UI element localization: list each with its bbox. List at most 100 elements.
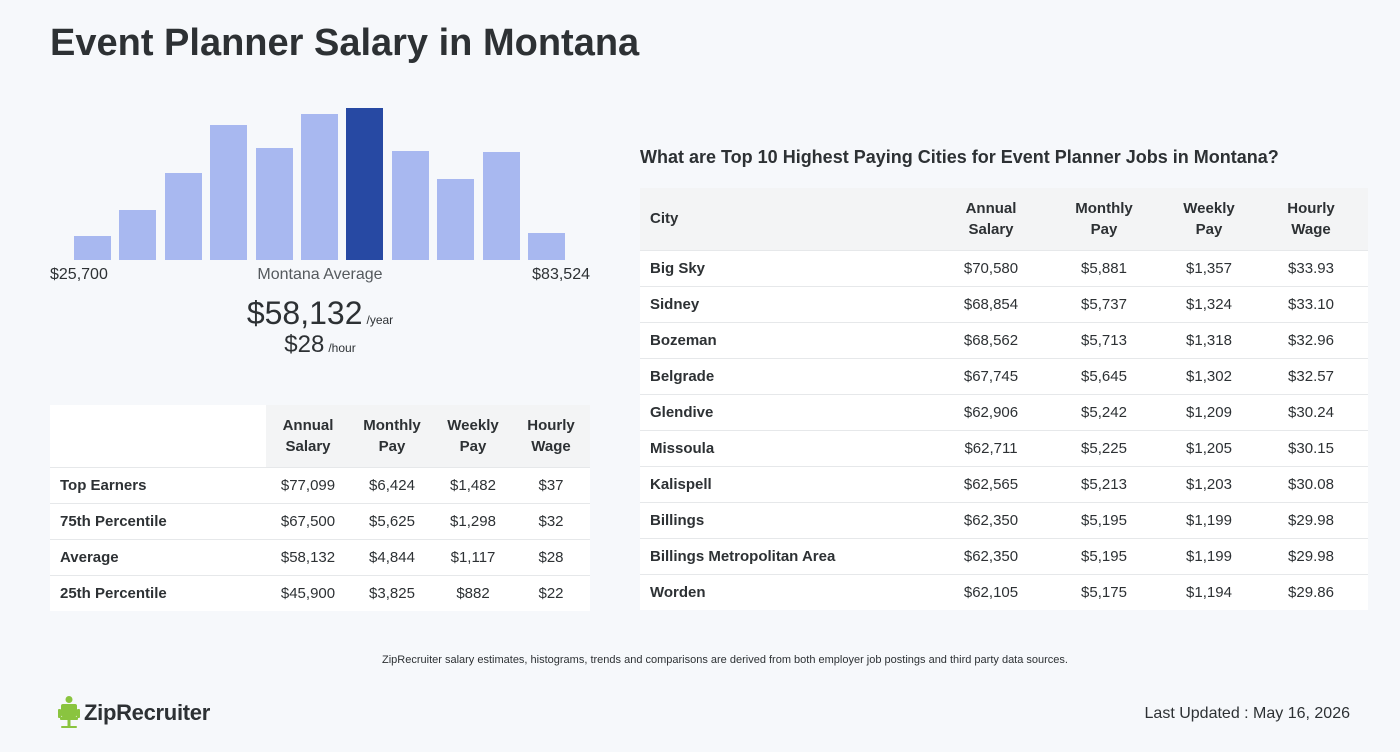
- cell-value: $5,713: [1044, 321, 1164, 358]
- histogram-bar: [391, 151, 429, 260]
- city-row: Worden $62,105 $5,175 $1,194 $29.86: [640, 573, 1368, 610]
- cell-value: $1,203: [1164, 465, 1254, 502]
- row-label: Average: [50, 538, 266, 575]
- city-row: Billings Metropolitan Area $62,350 $5,195 $…: [640, 537, 1368, 574]
- city-row: Glendive $62,906 $5,242 $1,209 $30.24: [640, 393, 1368, 430]
- cell-value: $1,324: [1164, 285, 1254, 322]
- city-row: Belgrade $67,745 $5,645 $1,302 $32.57: [640, 357, 1368, 394]
- histogram-min-label: $25,700: [50, 266, 108, 283]
- cell-value: $3,825: [350, 574, 434, 611]
- hourly-wage-value: $28: [284, 331, 325, 358]
- cell-value: $62,711: [938, 429, 1044, 466]
- cell-value: $30.24: [1254, 393, 1368, 430]
- salary-histogram: [50, 100, 590, 260]
- top-cities-table: City Annual Salary Monthly Pay Weekly Pa…: [640, 188, 1368, 610]
- cell-value: $68,562: [938, 321, 1044, 358]
- cell-value: $882: [434, 574, 512, 611]
- cell-value: $32.96: [1254, 321, 1368, 358]
- header-city: City: [640, 188, 938, 250]
- hourly-unit: /hour: [328, 341, 356, 355]
- cell-value: $5,195: [1044, 501, 1164, 538]
- cell-value: $28: [512, 538, 590, 575]
- city-row: Kalispell $62,565 $5,213 $1,203 $30.08: [640, 465, 1368, 502]
- top-cities-title: What are Top 10 Highest Paying Cities fo…: [640, 147, 1279, 167]
- cell-value: $1,199: [1164, 537, 1254, 574]
- row-label: Top Earners: [50, 466, 266, 503]
- cell-value: $1,482: [434, 466, 512, 503]
- cell-value: $6,424: [350, 466, 434, 503]
- page-title: Event Planner Salary in Montana: [50, 22, 640, 64]
- header-monthly-pay: Monthly Pay: [350, 405, 434, 467]
- header-annual-salary: Annual Salary: [266, 405, 350, 467]
- city-row: Sidney $68,854 $5,737 $1,324 $33.10: [640, 285, 1368, 322]
- cell-value: $37: [512, 466, 590, 503]
- histogram-bar: [74, 236, 111, 260]
- cell-value: $1,302: [1164, 357, 1254, 394]
- city-row: Missoula $62,711 $5,225 $1,205 $30.15: [640, 429, 1368, 466]
- cell-value: $5,213: [1044, 465, 1164, 502]
- cell-value: $62,350: [938, 501, 1044, 538]
- histogram-bar: [528, 233, 565, 260]
- cell-value: $1,209: [1164, 393, 1254, 430]
- cell-value: $1,194: [1164, 573, 1254, 610]
- header-annual-salary: Annual Salary: [938, 188, 1044, 250]
- cell-value: $22: [512, 574, 590, 611]
- cell-value: $33.93: [1254, 249, 1368, 286]
- percentile-table-header: Annual Salary Monthly Pay Weekly Pay Hou…: [50, 405, 590, 467]
- percentile-row: Average $58,132 $4,844 $1,117 $28: [50, 538, 590, 575]
- header-hourly-wage: Hourly Wage: [512, 405, 590, 467]
- percentile-table: Annual Salary Monthly Pay Weekly Pay Hou…: [50, 405, 590, 611]
- cell-value: $1,357: [1164, 249, 1254, 286]
- cell-value: $77,099: [266, 466, 350, 503]
- histogram-max-label: $83,524: [532, 266, 590, 283]
- header-blank: [50, 405, 266, 467]
- header-weekly-pay: Weekly Pay: [1164, 188, 1254, 250]
- annual-salary-value: $58,132: [246, 295, 363, 331]
- cell-value: $5,195: [1044, 537, 1164, 574]
- cell-value: $5,225: [1044, 429, 1164, 466]
- cell-value: $32.57: [1254, 357, 1368, 394]
- cell-value: $32: [512, 502, 590, 539]
- percentile-row: Top Earners $77,099 $6,424 $1,482 $37: [50, 466, 590, 503]
- cell-value: $5,175: [1044, 573, 1164, 610]
- cell-value: $29.86: [1254, 573, 1368, 610]
- city-row: Big Sky $70,580 $5,881 $1,357 $33.93: [640, 249, 1368, 286]
- histogram-bar: [164, 173, 202, 260]
- cell-value: $62,906: [938, 393, 1044, 430]
- city-name: Bozeman: [640, 321, 938, 358]
- cell-value: $68,854: [938, 285, 1044, 322]
- histogram-bar-average: [346, 108, 384, 260]
- cell-value: $45,900: [266, 574, 350, 611]
- cell-value: $5,645: [1044, 357, 1164, 394]
- cell-value: $30.08: [1254, 465, 1368, 502]
- cell-value: $5,625: [350, 502, 434, 539]
- histogram-bar: [482, 152, 520, 260]
- percentile-row: 25th Percentile $45,900 $3,825 $882 $22: [50, 574, 590, 611]
- city-row: Bozeman $68,562 $5,713 $1,318 $32.96: [640, 321, 1368, 358]
- cell-value: $5,881: [1044, 249, 1164, 286]
- row-label: 75th Percentile: [50, 502, 266, 539]
- top-cities-table-header: City Annual Salary Monthly Pay Weekly Pa…: [640, 188, 1368, 250]
- city-name: Billings: [640, 501, 938, 538]
- average-annual-salary: $58,132/year: [50, 295, 590, 332]
- header-monthly-pay: Monthly Pay: [1044, 188, 1164, 250]
- cell-value: $1,117: [434, 538, 512, 575]
- logo-text: ZipRecruiter: [84, 700, 210, 725]
- city-name: Kalispell: [640, 465, 938, 502]
- cell-value: $5,242: [1044, 393, 1164, 430]
- cell-value: $67,500: [266, 502, 350, 539]
- average-hourly-wage: $28/hour: [50, 331, 590, 359]
- ziprecruiter-logo[interactable]: ZipRecruiter: [58, 696, 210, 730]
- cell-value: $62,105: [938, 573, 1044, 610]
- cell-value: $1,318: [1164, 321, 1254, 358]
- cell-value: $62,350: [938, 537, 1044, 574]
- histogram-bar: [210, 125, 248, 260]
- histogram-bar: [119, 210, 157, 260]
- cell-value: $1,298: [434, 502, 512, 539]
- city-name: Worden: [640, 573, 938, 610]
- cell-value: $1,205: [1164, 429, 1254, 466]
- header-hourly-wage: Hourly Wage: [1254, 188, 1368, 250]
- cell-value: $4,844: [350, 538, 434, 575]
- cell-value: $29.98: [1254, 501, 1368, 538]
- cell-value: $62,565: [938, 465, 1044, 502]
